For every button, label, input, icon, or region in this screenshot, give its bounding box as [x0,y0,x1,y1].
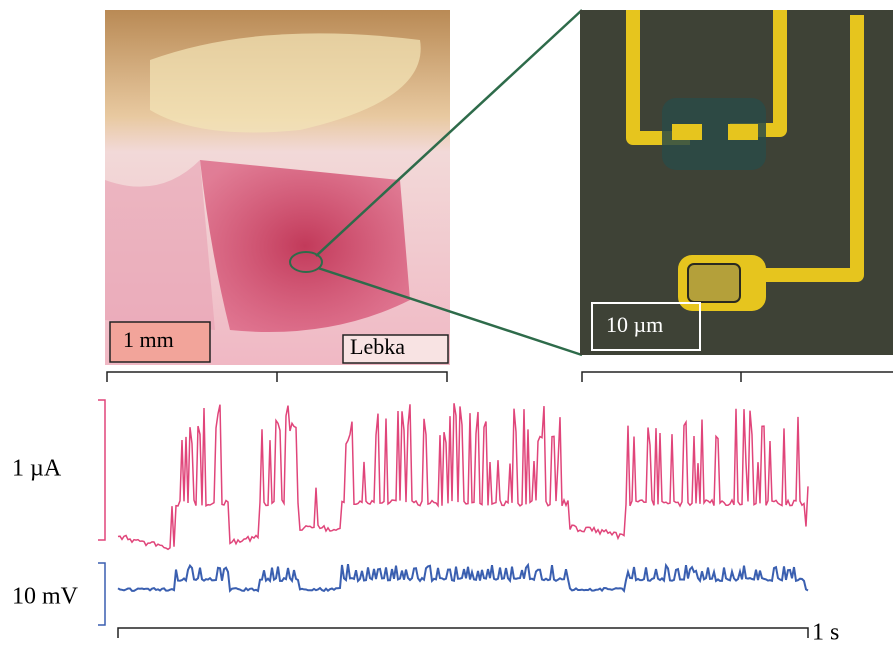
voltage-scale-bar [98,562,106,626]
zoom-line [315,9,583,257]
voltage-trace [117,562,809,594]
voltage-scale-label: 10 mV [12,584,79,610]
tissue-photo [105,10,450,365]
time-scale-bar [117,627,809,638]
current-scale-bar [98,399,106,541]
bracket [581,371,893,382]
current-trace [117,403,809,551]
scale-box [109,321,211,363]
time-scale-label: 1 s [812,620,839,646]
device-photo [580,10,893,355]
scale-box [591,302,701,351]
bracket [106,371,448,382]
zoom-line [317,266,583,357]
current-scale-label: 1 µA [12,456,62,482]
caption: Lebka [350,334,405,359]
scale-label: 1 mm [123,327,174,352]
caption-box [342,334,449,364]
scale-label: 10 µm [606,312,663,337]
